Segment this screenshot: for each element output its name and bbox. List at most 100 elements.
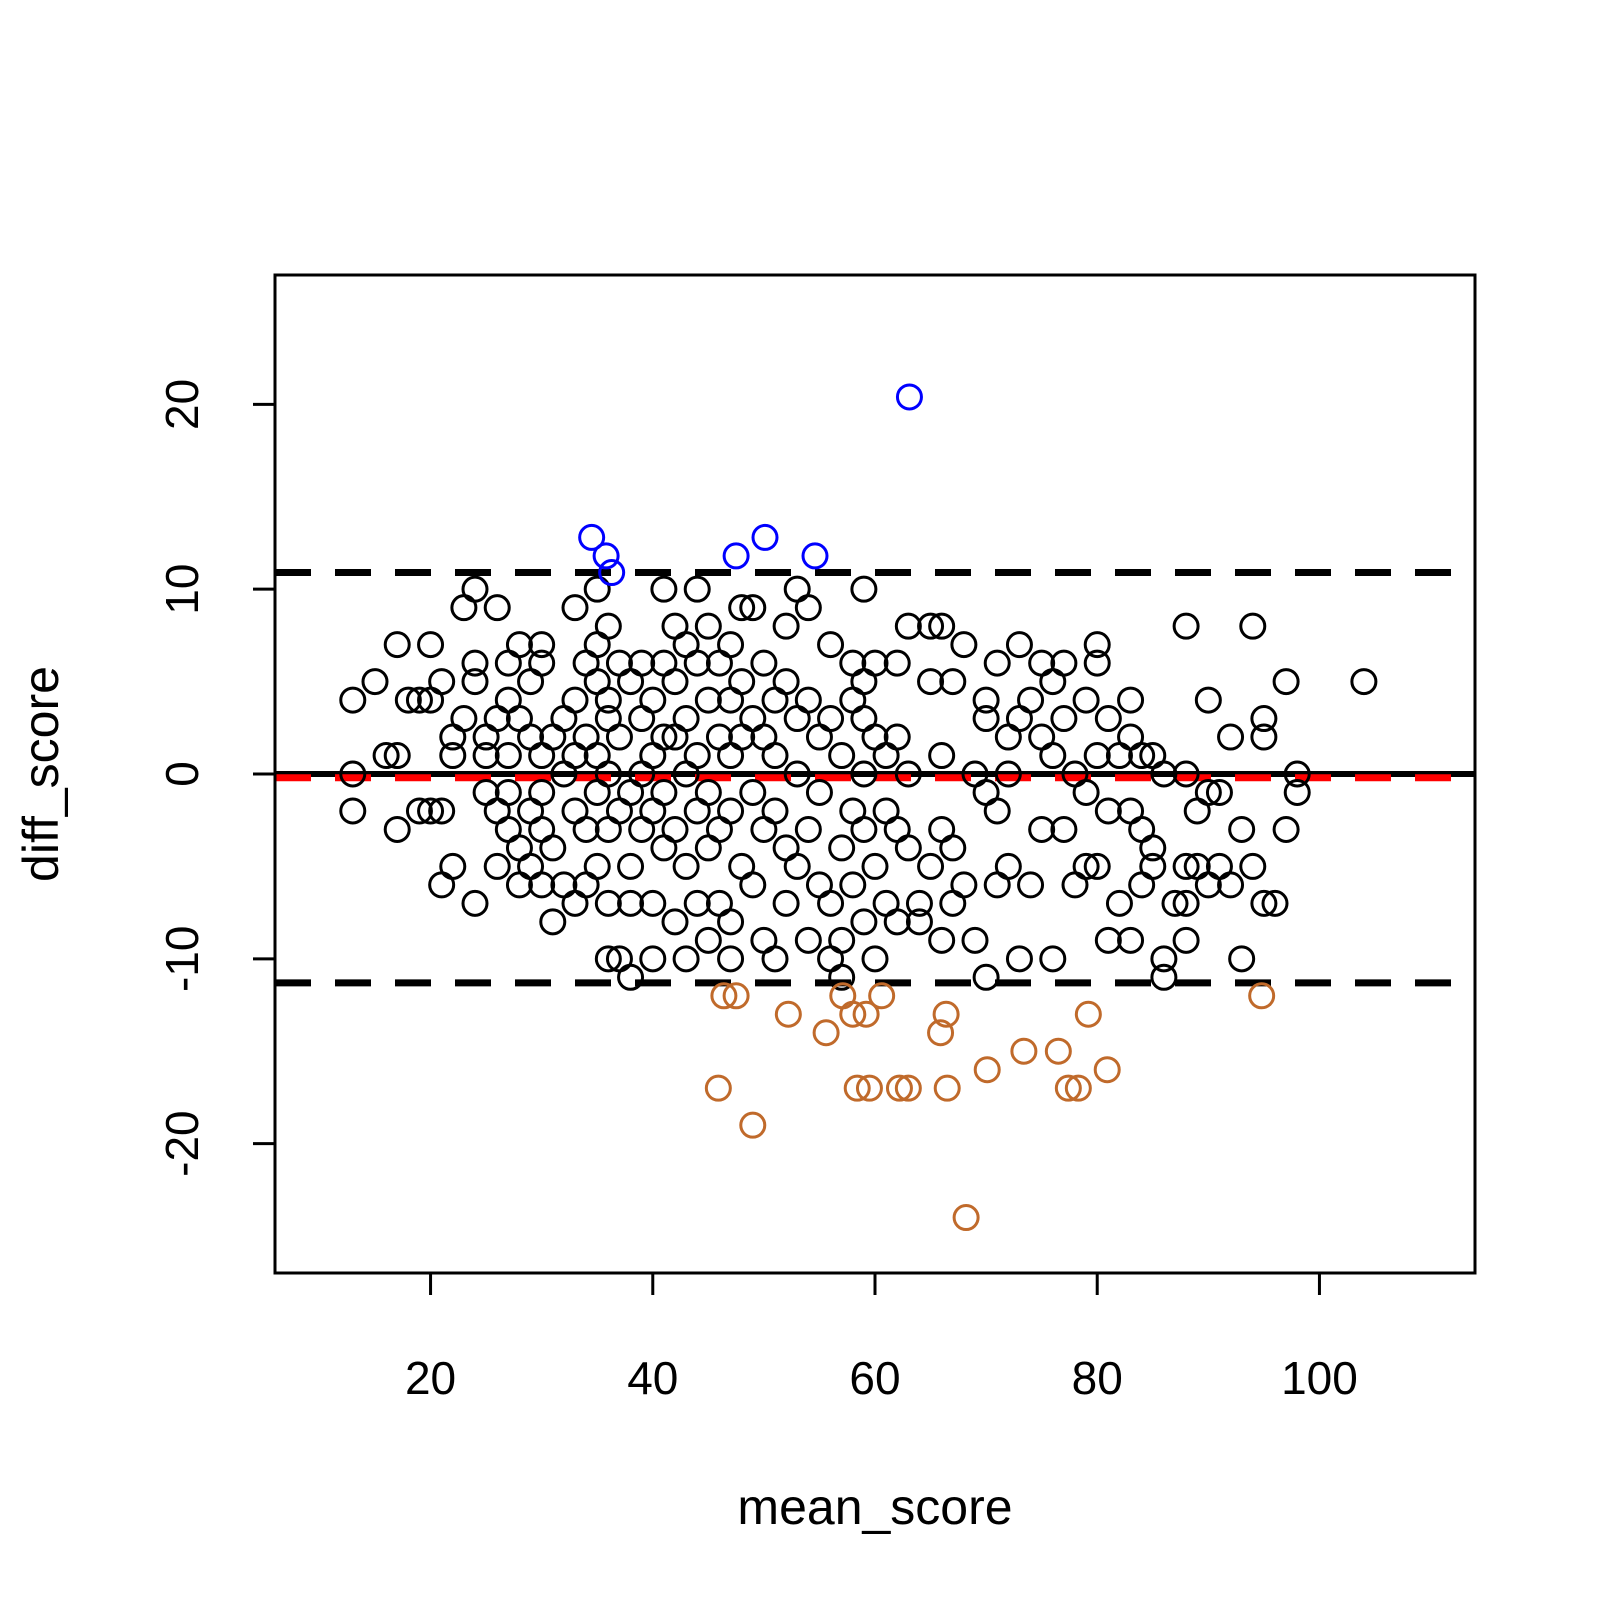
data-point: [439, 723, 467, 751]
data-point: [1239, 852, 1267, 880]
data-point: [883, 723, 911, 751]
data-point: [861, 945, 889, 973]
data-point: [539, 908, 567, 936]
data-point: [805, 723, 833, 751]
data-point: [850, 815, 878, 843]
data-point: [528, 742, 556, 770]
data-point: [1350, 668, 1378, 696]
data-point: [783, 852, 811, 880]
data-point: [450, 594, 478, 622]
data-point: [583, 631, 611, 659]
data-point: [472, 742, 500, 770]
data-point: [639, 945, 667, 973]
data-point: [1139, 852, 1167, 880]
data-point: [1194, 871, 1222, 899]
data-point: [783, 575, 811, 603]
data-point: [394, 686, 422, 714]
data-point: [928, 815, 956, 843]
data-point: [739, 871, 767, 899]
data-point: [461, 649, 489, 677]
data-point: [483, 797, 511, 825]
data-point: [895, 383, 923, 411]
data-point: [917, 612, 945, 640]
data-point: [561, 686, 589, 714]
y-axis: -20 -10 0 10 20: [156, 379, 275, 1177]
data-point: [505, 705, 533, 733]
data-point: [528, 815, 556, 843]
data-point: [1172, 926, 1200, 954]
data-point: [1183, 797, 1211, 825]
data-point: [661, 815, 689, 843]
data-point: [739, 705, 767, 733]
data-point: [617, 852, 645, 880]
data-point: [528, 778, 556, 806]
data-point: [694, 686, 722, 714]
data-point: [761, 742, 789, 770]
data-point: [750, 815, 778, 843]
data-point: [1039, 742, 1067, 770]
data-point: [539, 834, 567, 862]
data-point: [439, 852, 467, 880]
data-point: [1010, 1037, 1038, 1065]
data-point: [461, 575, 489, 603]
data-point: [650, 575, 678, 603]
data-point: [672, 945, 700, 973]
data-point: [1005, 945, 1033, 973]
data-point: [1105, 742, 1133, 770]
data-point: [694, 926, 722, 954]
data-point: [1105, 889, 1133, 917]
x-tick-label: 80: [1072, 1352, 1123, 1404]
data-point: [639, 686, 667, 714]
data-point: [483, 594, 511, 622]
y-tick-label: 20: [156, 379, 208, 430]
data-point: [717, 797, 745, 825]
x-axis-title: mean_score: [737, 1479, 1012, 1535]
data-point: [894, 760, 922, 788]
data-point: [1083, 649, 1111, 677]
data-point: [1094, 797, 1122, 825]
data-point: [722, 542, 750, 570]
data-point: [872, 889, 900, 917]
data-point: [550, 705, 578, 733]
y-tick-label: 0: [156, 761, 208, 787]
data-point: [805, 778, 833, 806]
data-point: [717, 945, 745, 973]
data-point: [772, 889, 800, 917]
data-point: [1128, 871, 1156, 899]
data-point: [1094, 705, 1122, 733]
data-point: [1039, 945, 1067, 973]
data-point: [794, 926, 822, 954]
data-point: [772, 668, 800, 696]
data-point: [829, 982, 857, 1010]
data-point: [1283, 778, 1311, 806]
y-tick-label: -10: [156, 926, 208, 992]
data-point: [428, 668, 456, 696]
data-point: [850, 908, 878, 936]
data-point: [728, 668, 756, 696]
data-point: [517, 852, 545, 880]
y-axis-title: diff_score: [13, 666, 69, 882]
data-point: [1044, 1037, 1072, 1065]
data-point: [583, 742, 611, 770]
data-point: [505, 871, 533, 899]
data-point: [1117, 797, 1145, 825]
data-point: [843, 1074, 871, 1102]
data-point: [528, 631, 556, 659]
data-point: [1194, 686, 1222, 714]
data-point: [1250, 705, 1278, 733]
data-point: [852, 1000, 880, 1028]
y-tick-label: -20: [156, 1110, 208, 1176]
data-point: [1117, 723, 1145, 751]
data-point: [1272, 815, 1300, 843]
data-point: [728, 852, 756, 880]
data-point: [1161, 889, 1189, 917]
data-point: [472, 778, 500, 806]
data-point: [628, 705, 656, 733]
data-point: [672, 852, 700, 880]
data-point: [939, 834, 967, 862]
data-point: [972, 686, 1000, 714]
data-point: [761, 797, 789, 825]
data-point: [917, 668, 945, 696]
data-point: [1248, 982, 1276, 1010]
data-point: [383, 631, 411, 659]
